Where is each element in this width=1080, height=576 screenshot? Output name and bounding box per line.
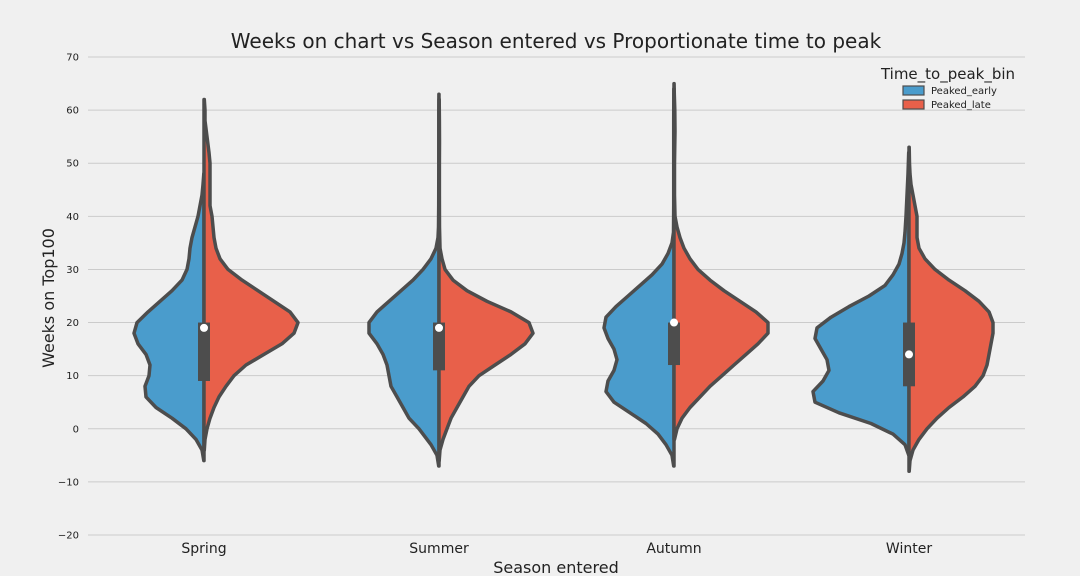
y-tick-0: 0 <box>73 424 79 435</box>
y-tick-10: 10 <box>66 371 79 382</box>
inner-boxes <box>198 88 915 466</box>
legend-swatch-peaked-early <box>902 85 925 96</box>
violins <box>132 81 995 474</box>
violin-peaked-late-autumn <box>672 81 770 442</box>
violin-peaked-early-autumn <box>602 87 676 468</box>
legend-label-peaked-late: Peaked_late <box>931 100 991 111</box>
grid-lines <box>88 56 1025 536</box>
legend-title: Time_to_peak_bin <box>880 65 1015 84</box>
iqr-box-autumn <box>668 322 680 366</box>
y-tick-30: 30 <box>66 265 79 276</box>
chart-title: Weeks on chart vs Season entered vs Prop… <box>231 29 882 53</box>
x-tick-winter: Winter <box>886 541 932 557</box>
legend-swatch-peaked-late <box>902 99 925 110</box>
median-dot-autumn <box>670 318 678 327</box>
legend-label-peaked-early: Peaked_early <box>931 86 997 97</box>
y-tick-40: 40 <box>66 212 79 223</box>
violin-peaked-late-spring <box>202 97 300 452</box>
violin-peaked-early-summer <box>367 92 441 468</box>
x-axis-label: Season entered <box>493 558 618 576</box>
y-tick--20: −20 <box>58 531 79 542</box>
y-tick--10: −10 <box>58 477 79 488</box>
median-dot-summer <box>435 323 443 332</box>
y-tick-60: 60 <box>66 106 79 117</box>
x-tick-labels: Spring Summer Autumn Winter <box>181 541 932 557</box>
y-tick-20: 20 <box>66 318 79 329</box>
iqr-box-spring <box>198 322 210 381</box>
iqr-box-summer <box>433 322 445 371</box>
y-axis-label: Weeks on Top100 <box>39 228 58 368</box>
y-tick-50: 50 <box>66 159 79 170</box>
median-dot-winter <box>905 350 913 359</box>
violin-peaked-early-winter <box>811 150 911 458</box>
violin-peaked-early-spring <box>132 172 206 463</box>
legend: Time_to_peak_bin Peaked_early Peaked_lat… <box>880 65 1015 111</box>
x-tick-spring: Spring <box>181 541 226 557</box>
y-tick-70: 70 <box>66 53 79 64</box>
violin-peaked-late-summer <box>437 97 535 463</box>
median-dot-spring <box>200 323 208 332</box>
x-tick-autumn: Autumn <box>646 541 701 557</box>
y-tick-labels: −20 −10 0 10 20 30 40 50 60 70 <box>58 53 79 542</box>
violin-peaked-late-winter <box>907 145 995 474</box>
x-tick-summer: Summer <box>409 541 469 557</box>
